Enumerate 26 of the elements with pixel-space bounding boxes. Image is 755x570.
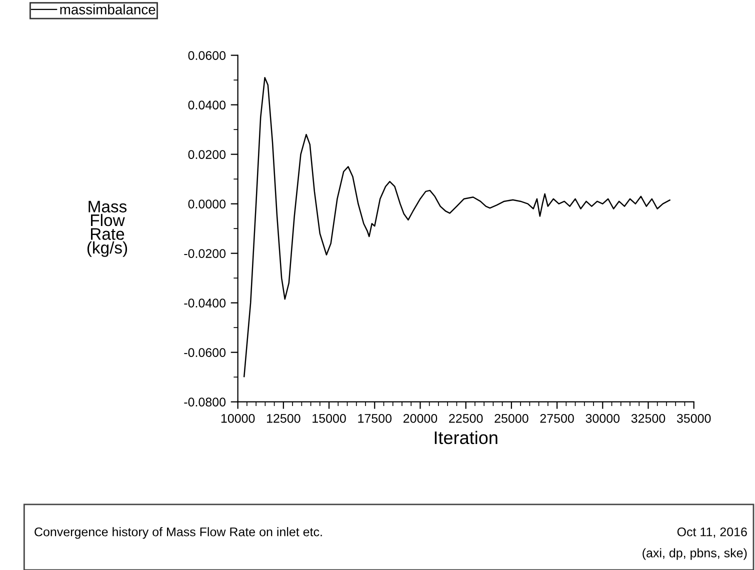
y-tick-label: -0.0600: [184, 348, 226, 357]
legend-label: massimbalance: [60, 4, 156, 14]
text: Convergence history of Mass Flow Rate on inlet etc.: [34, 527, 322, 539]
x-tick-label: 35000: [676, 414, 711, 423]
y-tick-label: -0.0200: [184, 249, 226, 258]
text: (axi, dp, pbns, ske): [642, 548, 747, 560]
x-tick-label: 32500: [631, 414, 666, 423]
y-tick-label: 0.0400: [188, 100, 226, 110]
y-tick-label: -0.0800: [184, 398, 226, 406]
x-tick-label: 27500: [540, 414, 574, 423]
x-tick-label: 22500: [449, 414, 483, 423]
x-axis-title: Iteration: [434, 430, 498, 444]
x-tick-label: 12500: [267, 414, 300, 423]
y-tick-label: -0.0400: [184, 298, 226, 308]
y-axis-title: Mass Flow Rate (kg/s): [87, 200, 128, 257]
y-tick-label: 0.0000: [188, 200, 226, 208]
line-series: [243, 76, 670, 378]
x-tick-label: 17500: [358, 414, 392, 423]
y-tick-label: 0.0600: [188, 51, 226, 60]
x-tick-label: 10000: [221, 414, 255, 423]
x-tick-label: 20000: [403, 414, 438, 423]
x-tick-label: 30000: [586, 414, 620, 423]
text: Oct 11, 2016: [677, 527, 747, 538]
x-tick-label: 25000: [494, 414, 528, 423]
x-tick-label: 15000: [312, 414, 346, 423]
y-tick-label: 0.0200: [188, 150, 226, 159]
